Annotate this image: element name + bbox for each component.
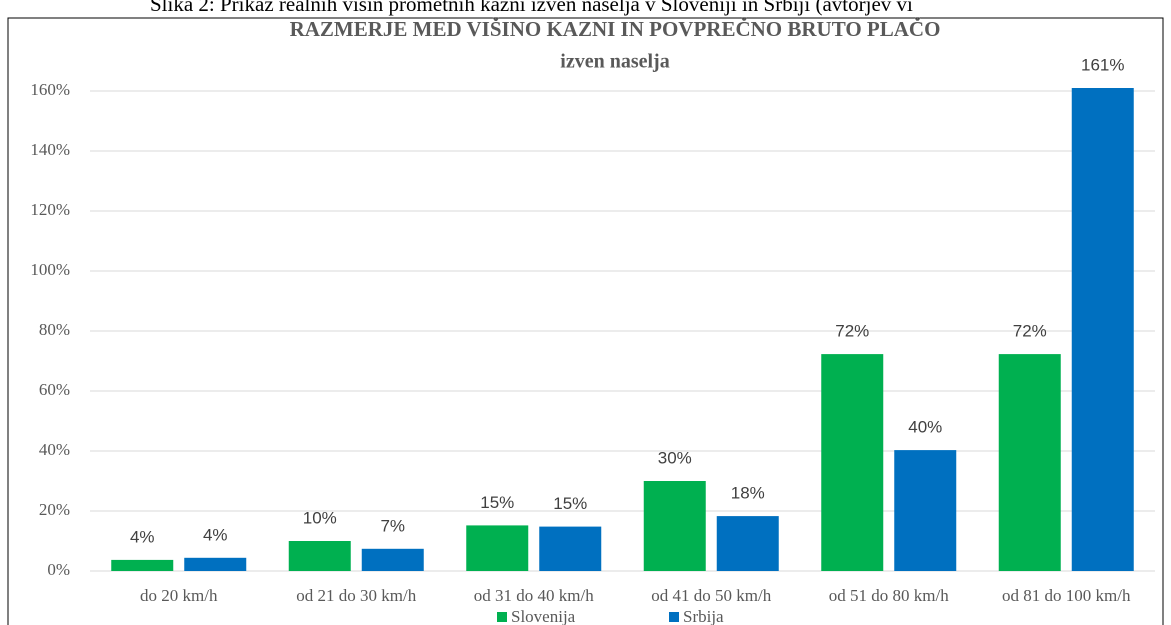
bar (539, 526, 602, 571)
legend-swatch (497, 612, 507, 622)
y-tick-label: 60% (39, 380, 70, 399)
data-label: 4% (203, 525, 228, 544)
chart-title: RAZMERJE MED VIŠINO KAZNI IN POVPREČNO B… (290, 17, 941, 41)
x-tick-label: od 31 do 40 km/h (474, 586, 594, 605)
y-tick-label: 160% (30, 80, 70, 99)
y-tick-label: 120% (30, 200, 70, 219)
x-tick-label: od 41 do 50 km/h (651, 586, 771, 605)
y-tick-label: 0% (47, 560, 70, 579)
caption: Slika 2: Prikaz realnih višin prometnih … (150, 0, 913, 16)
bar (998, 354, 1061, 571)
data-label: 15% (553, 494, 587, 513)
x-tick-label: od 81 do 100 km/h (1002, 586, 1131, 605)
y-tick-label: 40% (39, 440, 70, 459)
legend-label: Slovenija (511, 607, 576, 625)
bar (821, 354, 884, 571)
bar (111, 559, 174, 571)
y-tick-label: 80% (39, 320, 70, 339)
data-label: 4% (130, 527, 155, 546)
data-label: 30% (658, 448, 692, 467)
x-tick-label: od 21 do 30 km/h (296, 586, 416, 605)
data-label: 161% (1081, 55, 1124, 74)
bar (894, 450, 957, 571)
chart-subtitle: izven naselja (560, 51, 669, 73)
bar (466, 525, 529, 571)
legend-swatch (669, 612, 679, 622)
bar (643, 481, 706, 571)
y-tick-label: 100% (30, 260, 70, 279)
bar (361, 548, 424, 571)
data-label: 15% (480, 493, 514, 512)
y-tick-label: 20% (39, 500, 70, 519)
bar (716, 516, 779, 571)
data-label: 72% (1013, 322, 1047, 341)
legend-label: Srbija (683, 607, 724, 625)
bar (1071, 88, 1134, 571)
data-label: 7% (380, 516, 405, 535)
x-tick-label: do 20 km/h (140, 586, 218, 605)
data-label: 18% (731, 484, 765, 503)
bar (184, 557, 247, 571)
chart-border (7, 17, 1164, 625)
data-label: 72% (835, 322, 869, 341)
data-label: 40% (908, 418, 942, 437)
bar (288, 541, 351, 571)
data-label: 10% (303, 508, 337, 527)
y-tick-label: 140% (30, 140, 70, 159)
x-tick-label: od 51 do 80 km/h (829, 586, 949, 605)
